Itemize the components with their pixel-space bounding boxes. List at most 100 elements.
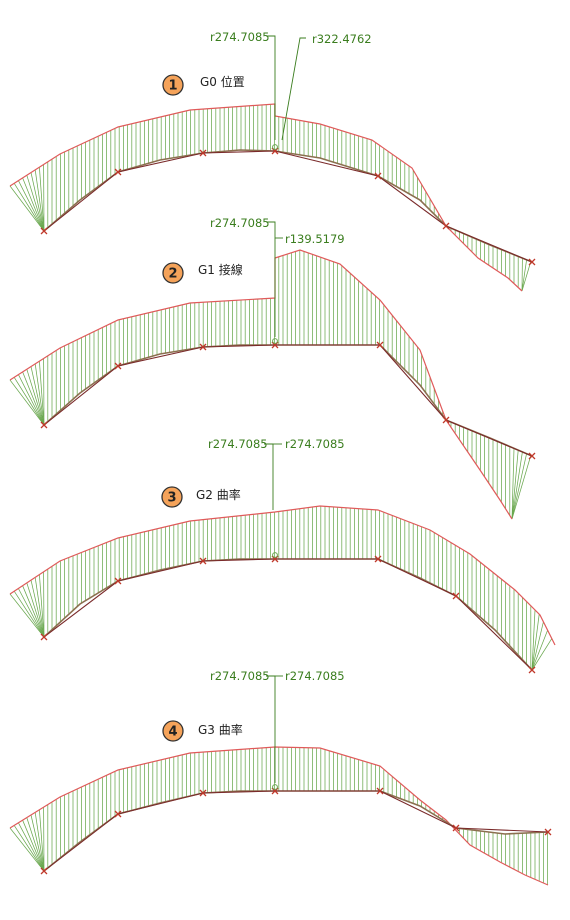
x-mark-icon — [40, 633, 48, 641]
panel-3: r274.7085 r274.7085 3 G2 曲率 — [9, 437, 556, 674]
radius-label-left: r274.7085 — [210, 216, 270, 230]
curvature-comb — [9, 250, 532, 520]
comb-tooth — [13, 183, 45, 232]
x-mark-icon — [376, 787, 384, 795]
comb-tooth — [30, 580, 45, 638]
comb-tooth — [18, 822, 45, 872]
x-mark-icon — [199, 557, 207, 565]
x-mark-icon — [199, 343, 207, 351]
x-mark-icon — [114, 362, 122, 370]
radius-leader-left — [266, 221, 276, 337]
comb-tooth — [9, 593, 45, 638]
x-mark-icon — [376, 341, 384, 349]
comb-tooth — [521, 261, 532, 292]
radius-label-right: r139.5179 — [285, 232, 345, 246]
x-mark-icon — [544, 828, 552, 836]
radius-label-left: r274.7085 — [210, 30, 270, 44]
comb-tooth — [511, 448, 515, 520]
x-mark-icon — [114, 577, 122, 585]
comb-tooth — [26, 817, 45, 872]
comb-tooth — [531, 609, 536, 671]
x-mark-icon — [114, 810, 122, 818]
radius-leader-right — [281, 37, 306, 141]
comb-tooth — [511, 450, 519, 520]
junction-marker — [272, 784, 278, 790]
x-mark-icon — [452, 824, 460, 832]
comb-tooth — [39, 574, 45, 638]
comb-tooth — [531, 621, 544, 671]
comb-tooth — [13, 590, 45, 638]
badge-number: 4 — [168, 725, 177, 740]
control-polygon — [43, 558, 533, 671]
x-mark-icon — [442, 222, 450, 230]
panel-title: G2 曲率 — [196, 487, 241, 502]
comb-tooth — [511, 453, 527, 520]
comb-tooth — [9, 185, 45, 232]
comb-tooth — [26, 175, 45, 232]
comb-tooth — [511, 451, 523, 520]
comb-tooth — [30, 814, 45, 872]
comb-tooth — [9, 827, 45, 872]
comb-tooth — [39, 361, 45, 426]
comb-tooth — [34, 169, 45, 232]
comb-tooth — [26, 369, 45, 426]
radius-label-right: r274.7085 — [285, 437, 345, 451]
radius-leader-left — [264, 443, 274, 510]
curvature-envelope — [9, 249, 513, 520]
comb-tooth — [531, 614, 540, 671]
comb-tooth — [30, 366, 45, 426]
comb-tooth — [22, 820, 45, 872]
x-mark-icon — [199, 789, 207, 797]
comb-tooth — [511, 455, 532, 520]
comb-tooth — [39, 167, 45, 232]
x-mark-icon — [374, 555, 382, 563]
panel-badge: 3 — [161, 486, 183, 508]
junction-marker — [272, 552, 278, 558]
radius-leader-left — [266, 35, 276, 140]
x-mark-icon — [528, 452, 536, 460]
x-mark-icon — [374, 172, 382, 180]
curvature-envelope — [9, 746, 549, 886]
x-mark-icon — [528, 258, 536, 266]
comb-tooth — [531, 638, 553, 671]
comb-tooth — [18, 374, 45, 426]
comb-tooth — [18, 588, 45, 638]
panel-title: G3 曲率 — [198, 722, 243, 737]
comb-tooth — [22, 177, 45, 232]
badge-number: 1 — [168, 79, 177, 94]
x-mark-icon — [40, 867, 48, 875]
comb-tooth — [22, 585, 45, 638]
x-mark-icon — [40, 227, 48, 235]
x-mark-icon — [452, 592, 460, 600]
panel-4: r274.7085 r274.7085 4 G3 曲率 — [9, 669, 552, 886]
panel-badge: 1 — [162, 74, 184, 96]
radius-label-left: r274.7085 — [208, 437, 268, 451]
radius-label-right: r322.4762 — [312, 32, 372, 46]
control-points — [40, 144, 536, 266]
number-badge-icon — [162, 74, 184, 96]
control-points — [40, 552, 536, 674]
x-mark-icon — [528, 666, 536, 674]
comb-tooth — [22, 371, 45, 426]
comb-tooth — [26, 582, 45, 638]
number-badge-icon — [161, 486, 183, 508]
x-mark-icon — [199, 149, 207, 157]
number-badge-icon — [162, 262, 184, 284]
panel-2: r274.7085 r139.5179 2 G1 接線 — [9, 216, 536, 520]
curve — [43, 790, 549, 872]
radius-label-right: r274.7085 — [285, 669, 345, 683]
x-mark-icon — [114, 168, 122, 176]
badge-number: 2 — [168, 267, 177, 282]
curve — [43, 558, 533, 671]
curvature-envelope — [9, 103, 523, 292]
comb-tooth — [34, 812, 45, 872]
comb-tooth — [13, 825, 45, 872]
curvature-comb — [9, 747, 548, 885]
x-mark-icon — [442, 416, 450, 424]
panel-title: G1 接線 — [198, 262, 243, 277]
panel-badge: 4 — [162, 720, 184, 742]
comb-tooth — [18, 180, 45, 232]
control-points — [40, 784, 552, 875]
number-badge-icon — [162, 720, 184, 742]
